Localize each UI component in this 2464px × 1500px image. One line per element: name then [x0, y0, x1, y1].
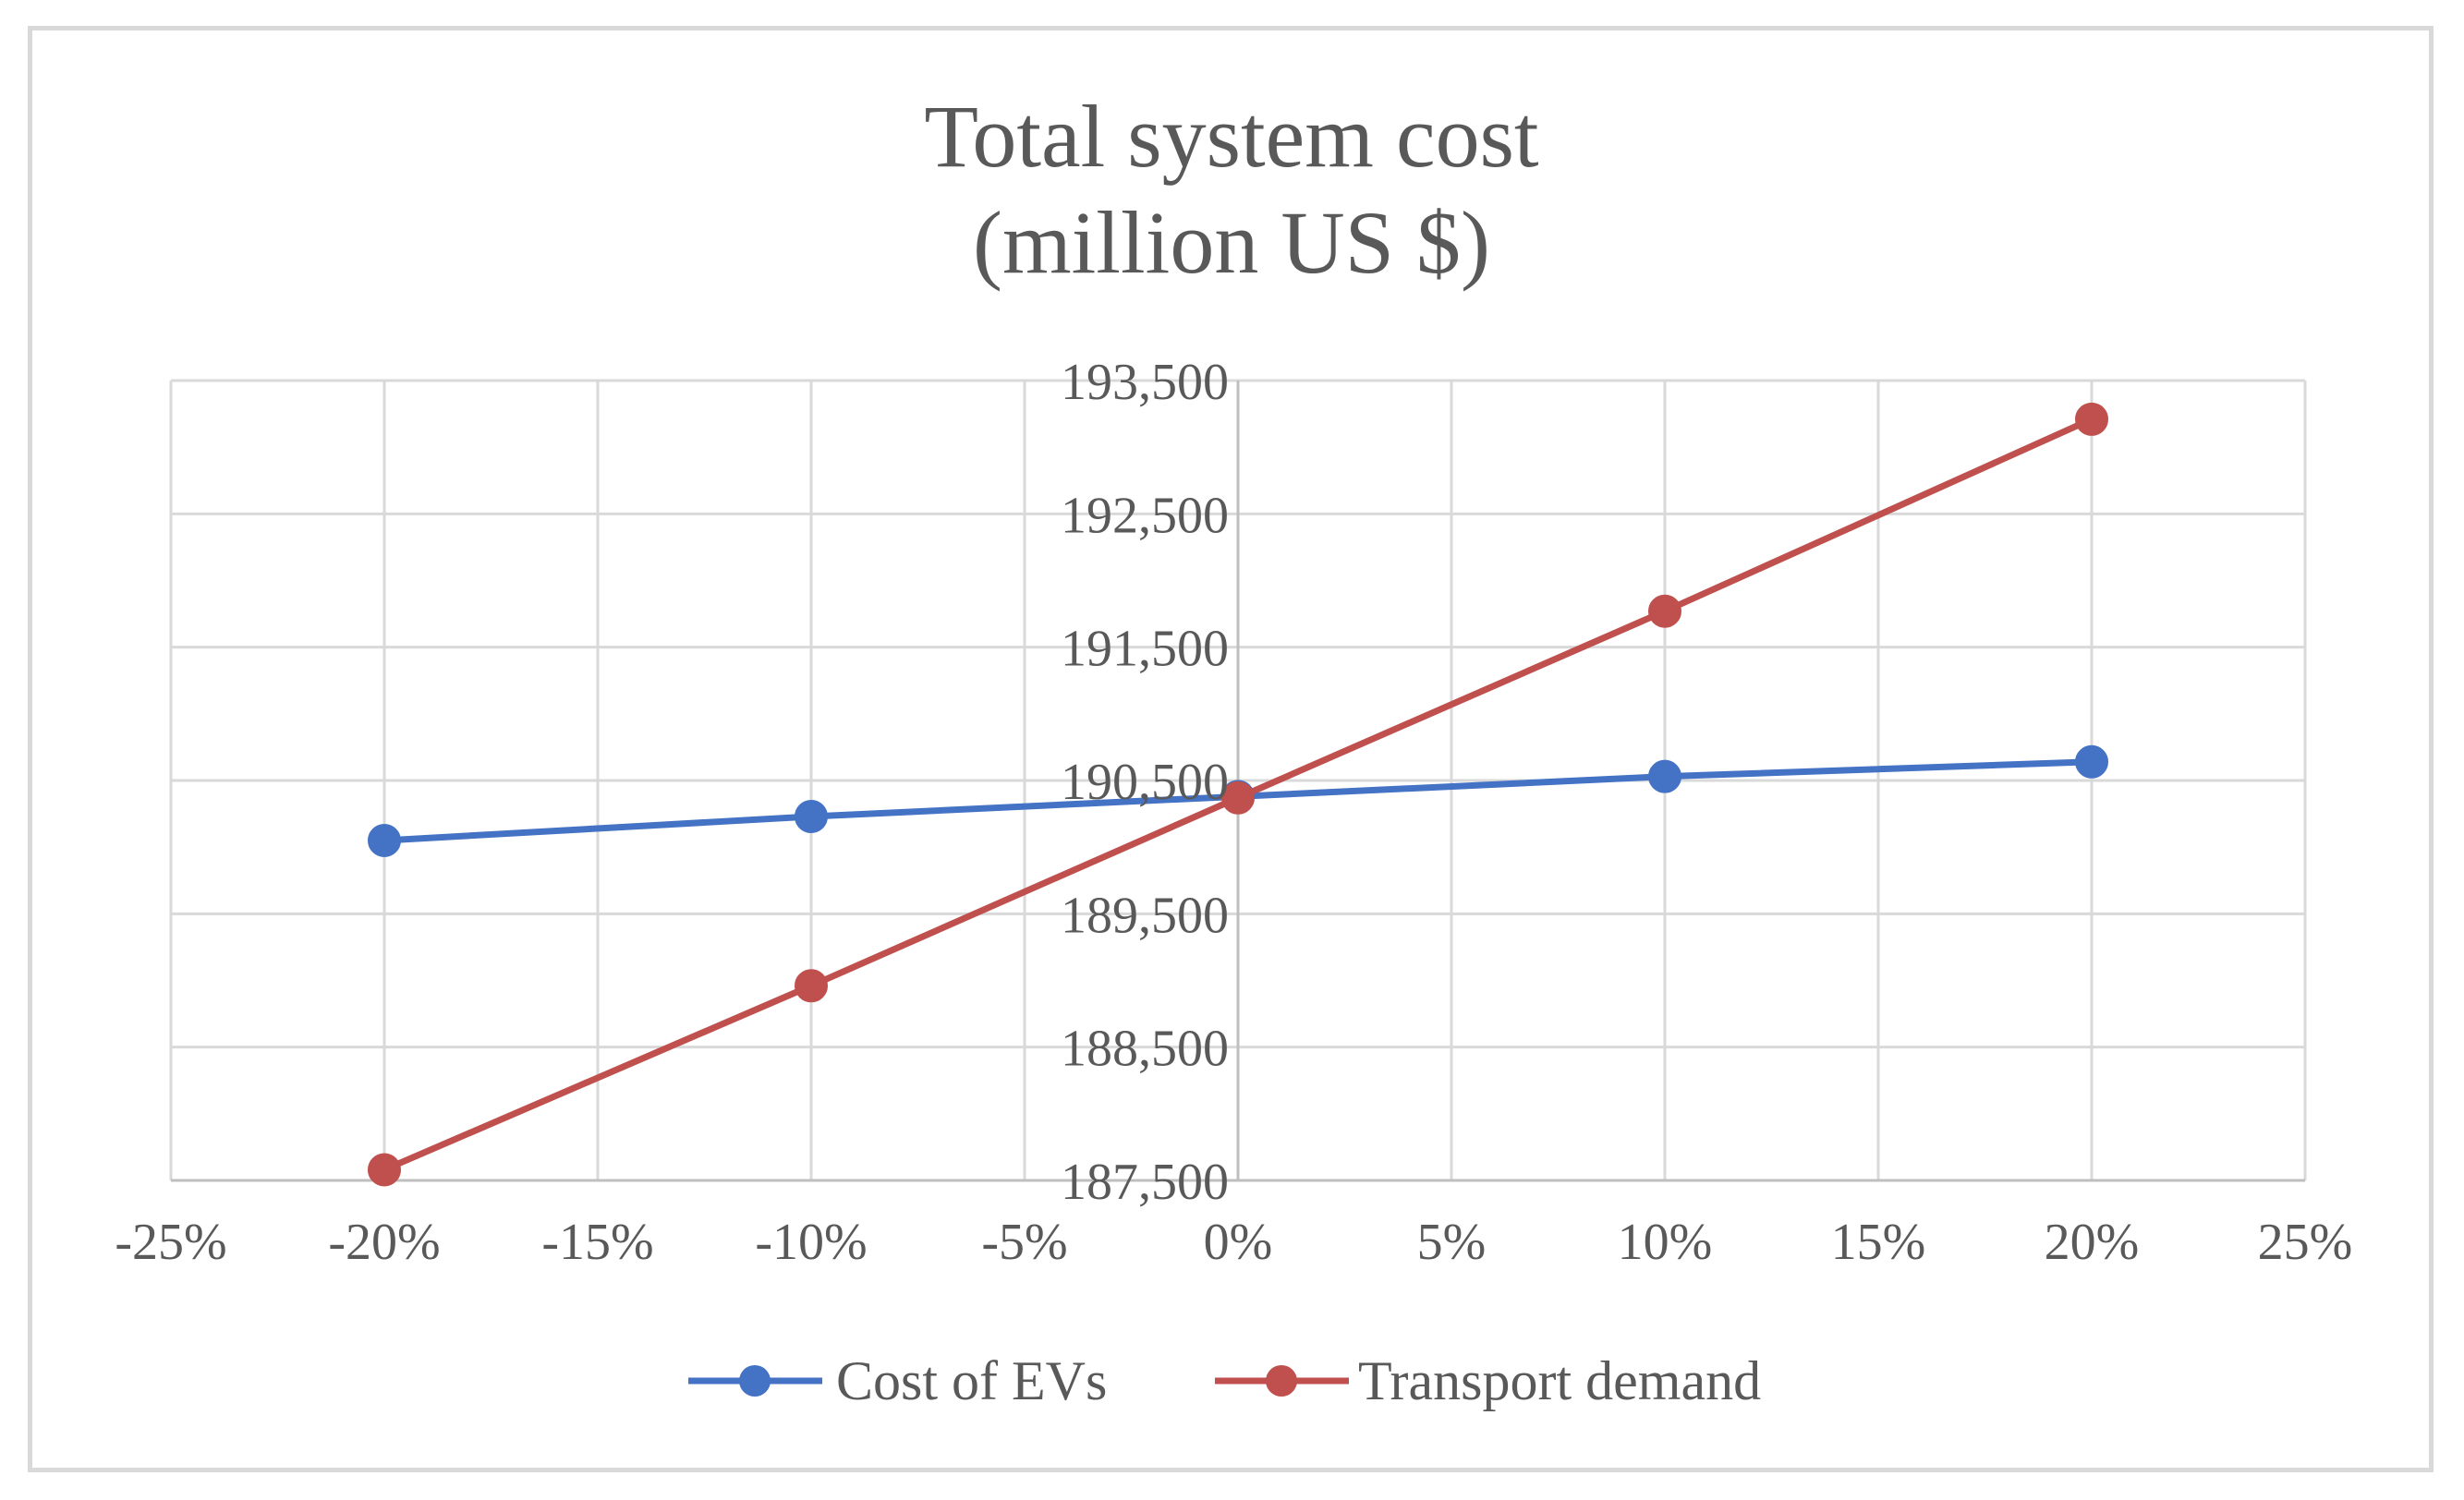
y-tick-label: 189,500	[1061, 887, 1229, 944]
chart-frame	[28, 26, 2434, 1472]
series-point	[368, 823, 401, 857]
y-tick-label: 190,500	[1061, 754, 1229, 811]
legend: Cost of EVs Transport demand	[688, 1350, 1761, 1411]
series-point	[795, 969, 828, 1003]
series-point	[1221, 780, 1255, 815]
y-tick-label: 193,500	[1061, 354, 1229, 411]
legend-label: Transport demand	[1358, 1350, 1761, 1411]
x-tick-label: -15%	[541, 1214, 653, 1271]
series-layer	[368, 402, 2108, 1187]
series-point	[2075, 744, 2108, 779]
x-tick-label: 20%	[2045, 1214, 2140, 1271]
chart-title: Total system cost (million US $)	[924, 87, 1539, 292]
series-point	[368, 1153, 401, 1187]
chart-title-line-2: (million US $)	[973, 193, 1490, 292]
x-tick-label: 0%	[1204, 1214, 1273, 1271]
series-point	[2075, 402, 2108, 436]
x-tick-label: 5%	[1417, 1214, 1487, 1271]
series-point	[1648, 594, 1681, 628]
grid	[169, 379, 2307, 1182]
series-1	[368, 402, 2108, 1187]
y-tick-label: 191,500	[1061, 621, 1229, 678]
x-tick-label: -20%	[328, 1214, 440, 1271]
chart-title-line-1: Total system cost	[924, 87, 1539, 186]
x-tick-label: -5%	[981, 1214, 1067, 1271]
legend-label: Cost of EVs	[836, 1350, 1107, 1411]
x-tick-label: 10%	[1618, 1214, 1713, 1271]
legend-item: Transport demand	[1215, 1350, 1761, 1411]
x-tick-label: 25%	[2258, 1214, 2353, 1271]
x-tick-label: -10%	[755, 1214, 867, 1271]
y-tick-label: 188,500	[1061, 1021, 1229, 1078]
x-axis-tick-labels: -25% -20% -15% -10% -5% 0% 5% 10% 15% 20% 25%	[115, 1214, 2352, 1271]
y-axis-tick-labels: 187,500 188,500 189,500 190,500 191,500 192,5…	[1061, 354, 1229, 1211]
x-tick-label: -25%	[115, 1214, 226, 1271]
y-tick-label: 192,500	[1061, 487, 1229, 544]
x-tick-label: 15%	[1831, 1214, 1926, 1271]
legend-swatch-marker	[1266, 1365, 1297, 1397]
legend-item: Cost of EVs	[688, 1350, 1107, 1411]
legend-swatch-marker	[739, 1365, 771, 1397]
series-point	[1648, 759, 1681, 793]
y-tick-label: 187,500	[1061, 1154, 1229, 1211]
series-point	[795, 799, 828, 833]
